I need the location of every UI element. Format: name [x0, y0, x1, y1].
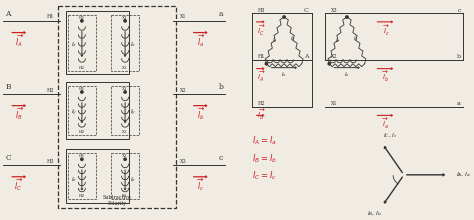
- Text: $\overrightarrow{I_C}$: $\overrightarrow{I_C}$: [15, 176, 24, 193]
- Text: $\overrightarrow{I_c}$: $\overrightarrow{I_c}$: [197, 176, 205, 193]
- Text: H2: H2: [47, 88, 54, 93]
- Text: X1: X1: [180, 15, 186, 20]
- Circle shape: [81, 158, 83, 160]
- Circle shape: [124, 158, 126, 160]
- Text: $\overrightarrow{I_c}$: $\overrightarrow{I_c}$: [383, 24, 390, 38]
- Text: $\overrightarrow{I_b}$: $\overrightarrow{I_b}$: [197, 105, 205, 122]
- Bar: [68, 153, 96, 199]
- Bar: [111, 153, 139, 199]
- Text: $I_z$: $I_z$: [335, 36, 341, 45]
- Text: H2: H2: [79, 130, 85, 134]
- Text: a: a: [457, 101, 461, 106]
- Text: H2: H2: [257, 101, 265, 106]
- Text: H1: H1: [79, 154, 85, 158]
- Text: X3: X3: [331, 8, 338, 13]
- Circle shape: [81, 91, 83, 93]
- Text: C: C: [304, 8, 309, 13]
- Text: $I_z$: $I_z$: [273, 36, 278, 45]
- Text: H1: H1: [79, 87, 85, 91]
- Text: Subtractive
Polarity: Subtractive Polarity: [103, 195, 132, 205]
- Text: H1: H1: [79, 16, 85, 20]
- Text: c: c: [219, 154, 223, 162]
- Text: B: B: [5, 83, 11, 91]
- Text: $I_y$: $I_y$: [353, 35, 359, 46]
- Circle shape: [81, 20, 83, 22]
- Text: b: b: [219, 83, 223, 91]
- Text: $\overrightarrow{I_B}$: $\overrightarrow{I_B}$: [257, 108, 266, 123]
- Text: X1: X1: [122, 87, 128, 91]
- Text: X3: X3: [180, 159, 186, 164]
- Text: X2: X2: [180, 88, 186, 93]
- Text: $\overrightarrow{I_a}$: $\overrightarrow{I_a}$: [383, 117, 390, 131]
- Text: $I_C = I_c$: $I_C = I_c$: [252, 170, 276, 182]
- Text: $I_y$: $I_y$: [290, 35, 296, 46]
- Text: H2: H2: [79, 66, 85, 70]
- Text: A: A: [5, 10, 11, 18]
- Bar: [111, 15, 139, 71]
- Text: c: c: [457, 8, 461, 13]
- Text: $\overrightarrow{I_C}$: $\overrightarrow{I_C}$: [257, 24, 266, 38]
- Text: $I_x$: $I_x$: [281, 70, 287, 79]
- Text: X1: X1: [331, 101, 338, 106]
- Text: $I_x$: $I_x$: [130, 40, 136, 49]
- Text: $I_B = I_b$: $I_B = I_b$: [252, 152, 277, 165]
- Text: X2: X2: [122, 194, 128, 198]
- Bar: [66, 150, 129, 203]
- Text: $\overrightarrow{I_A}$: $\overrightarrow{I_A}$: [257, 70, 266, 84]
- Circle shape: [124, 20, 126, 22]
- Text: $I_x$: $I_x$: [71, 40, 77, 49]
- Text: $I_x$: $I_x$: [344, 70, 350, 79]
- Text: X2: X2: [122, 66, 128, 70]
- Text: $I_z$: $I_z$: [130, 175, 136, 184]
- Text: $I_A = I_a$: $I_A = I_a$: [252, 134, 276, 147]
- Text: H3: H3: [257, 8, 265, 13]
- Text: $\overrightarrow{I_A}$: $\overrightarrow{I_A}$: [15, 32, 24, 49]
- Circle shape: [346, 16, 348, 18]
- Text: a: a: [219, 10, 223, 18]
- Text: H3: H3: [47, 159, 54, 164]
- Text: $\overrightarrow{I_a}$: $\overrightarrow{I_a}$: [197, 32, 205, 49]
- Text: $I_y$: $I_y$: [130, 107, 136, 117]
- Text: H2: H2: [79, 194, 85, 198]
- Circle shape: [283, 16, 285, 18]
- Text: $\overrightarrow{I_B}$: $\overrightarrow{I_B}$: [15, 105, 24, 122]
- Text: X2: X2: [122, 130, 128, 134]
- Bar: [66, 11, 129, 74]
- Bar: [68, 86, 96, 135]
- Text: A: A: [304, 54, 309, 59]
- Bar: [66, 82, 129, 139]
- Bar: [58, 6, 176, 208]
- Text: H1: H1: [257, 54, 265, 59]
- Text: $I_A,I_a$: $I_A,I_a$: [456, 170, 470, 179]
- Text: $I_z$: $I_z$: [71, 175, 77, 184]
- Circle shape: [328, 62, 330, 65]
- Text: $\overrightarrow{I_b}$: $\overrightarrow{I_b}$: [383, 70, 390, 84]
- Text: $I_C,I_c$: $I_C,I_c$: [383, 132, 397, 140]
- Text: X2: X2: [331, 54, 338, 59]
- Text: H1: H1: [47, 15, 54, 20]
- Circle shape: [265, 62, 268, 65]
- Text: X1: X1: [122, 16, 128, 20]
- Text: $I_y$: $I_y$: [71, 107, 77, 117]
- Text: X1: X1: [122, 154, 128, 158]
- Bar: [111, 86, 139, 135]
- Text: C: C: [5, 154, 11, 162]
- Bar: [68, 15, 96, 71]
- Text: b: b: [456, 54, 461, 59]
- Text: $I_B,I_b$: $I_B,I_b$: [367, 209, 382, 218]
- Circle shape: [124, 91, 126, 93]
